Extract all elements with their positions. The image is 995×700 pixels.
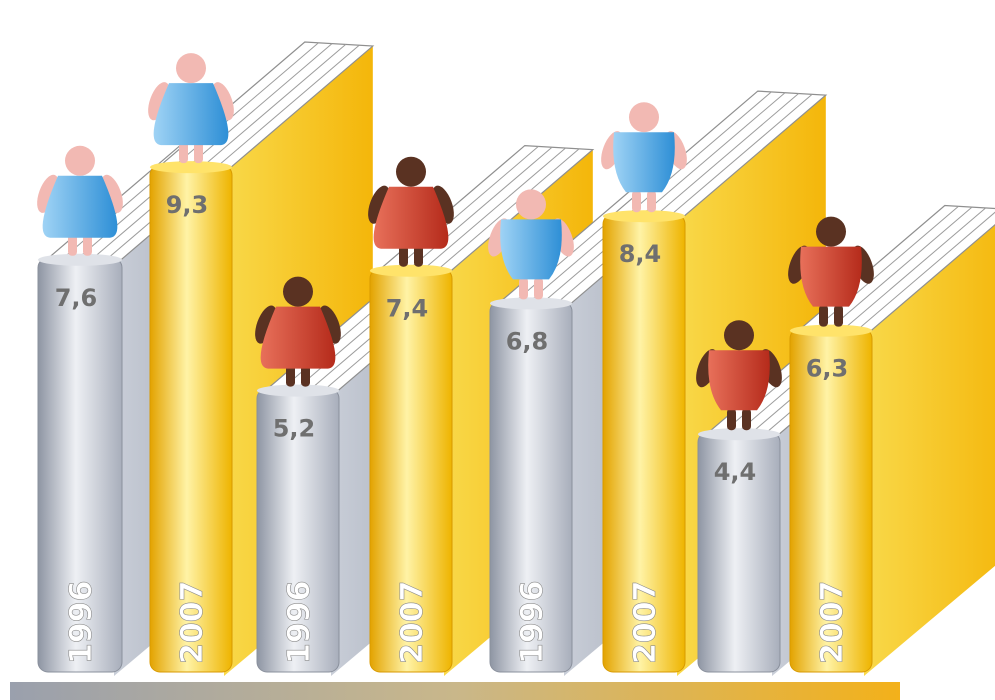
bar-8: 6,3 2007 [788,204,995,676]
year-label: 1996 [515,581,550,665]
year-label: 1996 [64,581,99,665]
year-label: 1996 [282,581,317,665]
figure-red-man-8 [788,216,874,327]
value-label: 7,4 [386,295,429,323]
figure-blue-man-5 [488,189,574,300]
year-label: 2007 [628,581,663,665]
figure-blue-woman-2 [148,53,234,164]
figure-blue-man-6 [601,102,687,213]
figure-blue-woman-1 [37,145,123,256]
year-label: 2007 [175,581,210,665]
figure-red-woman-4 [368,156,454,267]
value-label: 5,2 [273,415,316,443]
value-label: 4,4 [714,458,757,486]
value-label: 6,3 [806,355,849,383]
year-label: 2007 [395,581,430,665]
value-label: 7,6 [55,284,98,312]
base-bar [10,682,900,700]
value-label: 9,3 [166,191,209,219]
value-label: 8,4 [619,240,662,268]
figure-red-woman-3 [255,276,341,387]
book-pages [864,224,995,676]
year-label: 2007 [815,581,850,665]
figure-red-man-7 [696,320,782,431]
value-label: 6,8 [506,327,549,355]
